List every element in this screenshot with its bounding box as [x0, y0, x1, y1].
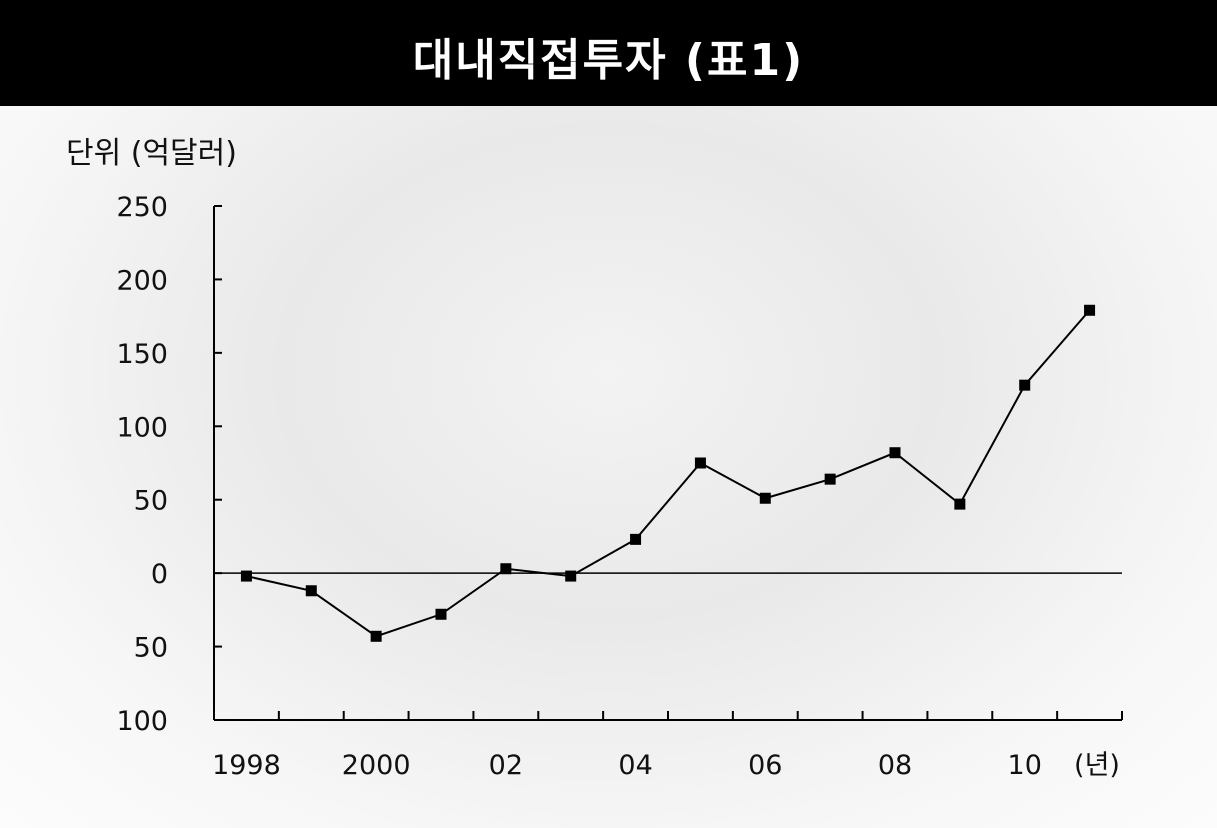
- x-tick-label: 10: [1008, 750, 1042, 781]
- y-tick-label: 50: [134, 486, 168, 517]
- y-tick-label: 150: [116, 339, 168, 370]
- x-tick-label: 2000: [342, 750, 411, 781]
- data-point: [824, 473, 836, 485]
- y-tick-label: 250: [116, 192, 168, 223]
- y-tick-label: 0: [151, 559, 168, 590]
- data-point: [694, 457, 706, 469]
- x-axis-label: (년): [1074, 750, 1120, 781]
- data-point: [1019, 379, 1031, 391]
- y-tick-label: 200: [116, 265, 168, 296]
- data-point: [889, 447, 901, 459]
- data-point: [759, 492, 771, 504]
- title-bar: 대내직접투자 (표1): [0, 0, 1217, 106]
- x-tick-label: 06: [748, 750, 782, 781]
- data-point: [370, 630, 382, 642]
- y-tick-label: 100: [116, 412, 168, 443]
- x-tick-label: 04: [618, 750, 652, 781]
- data-point: [630, 533, 642, 545]
- y-tick-label: 100: [116, 706, 168, 737]
- data-point: [500, 563, 512, 575]
- x-tick-label: 1998: [212, 750, 281, 781]
- x-tick-label: 02: [489, 750, 523, 781]
- unit-label: 단위 (억달러): [66, 136, 237, 171]
- data-point: [240, 570, 252, 582]
- x-tick-label: 08: [878, 750, 912, 781]
- data-point: [435, 608, 447, 620]
- data-point: [565, 570, 577, 582]
- data-point: [954, 498, 966, 510]
- series-line: [246, 309, 1091, 638]
- y-tick-label: 50: [134, 633, 168, 664]
- chart-title: 대내직접투자 (표1): [412, 35, 805, 86]
- data-point: [305, 585, 317, 597]
- data-point: [1084, 304, 1096, 316]
